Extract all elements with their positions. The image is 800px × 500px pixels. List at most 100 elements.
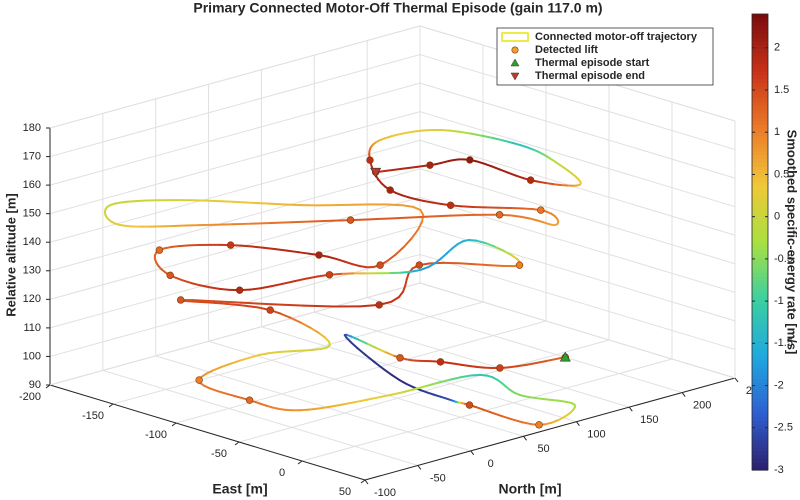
colorbar-slice [752, 36, 768, 42]
trajectory-segment [544, 181, 554, 186]
colorbar-slice [752, 162, 768, 167]
trajectory-segment [202, 384, 211, 390]
trajectory-segment [557, 415, 566, 421]
colorbar-tick-label: -1 [774, 295, 784, 307]
trajectory-segment [118, 223, 127, 227]
trajectory-segment [398, 379, 408, 385]
colorbar-slice [752, 101, 768, 106]
colorbar-slice [752, 109, 768, 114]
trajectory-segment [163, 246, 173, 250]
colorbar-tick-label: -0.5 [774, 253, 793, 265]
trajectory-segment [535, 360, 547, 364]
y-tick [417, 465, 422, 470]
colorbar-slice [752, 451, 768, 456]
trajectory-segment [364, 353, 376, 364]
trajectory-segment [220, 362, 232, 368]
colorbar-slice [752, 48, 768, 53]
trajectory-segment [397, 290, 405, 299]
colorbar-tick-label: 1 [774, 126, 780, 138]
lift-marker [526, 176, 535, 184]
grid-line [419, 54, 736, 151]
colorbar-slice [752, 458, 768, 463]
colorbar-slice [752, 443, 768, 448]
x-tick [171, 422, 177, 427]
trajectory-segment [419, 389, 429, 394]
colorbar-slice [752, 390, 768, 395]
trajectory-segment [268, 202, 287, 206]
trajectory-segment [320, 346, 329, 350]
colorbar-slice [752, 169, 768, 175]
trajectory-segment [384, 168, 394, 172]
lift-marker [446, 201, 455, 209]
colorbar-slice [752, 356, 768, 361]
trajectory-segment [399, 270, 412, 274]
grid-line [49, 139, 421, 243]
lift-marker [177, 296, 185, 304]
trajectory-segment [270, 221, 293, 225]
trajectory-segment [459, 374, 472, 379]
z-axis-label: Relative altitude [m] [3, 193, 18, 317]
trajectory-segment [353, 398, 368, 404]
colorbar-tick-label: -1.5 [774, 337, 793, 349]
axis-line [49, 384, 366, 481]
grid-line [419, 111, 736, 208]
colorbar-slice [752, 432, 768, 437]
trajectory-segment [399, 166, 410, 171]
colorbar-slice [752, 386, 768, 391]
trajectory-segment [343, 260, 354, 266]
colorbar-slice [752, 21, 768, 26]
trajectory-segment [278, 350, 292, 354]
grid-line [366, 297, 683, 394]
grid-line [208, 340, 524, 437]
z-tick-label: 100 [23, 350, 41, 362]
trajectory-segment [559, 183, 568, 187]
colorbar-frame [751, 13, 769, 471]
trajectory-segment [419, 266, 430, 272]
trajectory-segment [490, 165, 501, 171]
chart-title: Primary Connected Motor-Off Thermal Epis… [193, 0, 602, 16]
lift-marker [396, 354, 404, 362]
legend-label: Detected lift [535, 44, 598, 56]
trajectory-segment [389, 216, 412, 220]
colorbar-slice [752, 131, 768, 137]
trajectory-segment [536, 180, 547, 184]
trajectory-segment [551, 398, 562, 402]
trajectory-segment [407, 165, 418, 169]
trajectory-segment [290, 220, 313, 224]
z-tick-label: 110 [23, 322, 41, 334]
trajectory-segment [259, 285, 273, 290]
y-tick [628, 406, 633, 412]
trajectory-segment [460, 363, 470, 367]
trajectory-segment [220, 200, 239, 204]
colorbar-slice [752, 447, 768, 452]
trajectory-segment [467, 238, 478, 242]
colorbar-slice [752, 158, 768, 163]
trajectory-segment [298, 408, 311, 412]
colorbar-tick-label: -2 [774, 379, 784, 391]
end-marker [370, 167, 382, 178]
colorbar-slice [752, 253, 768, 258]
y-axis-label: North [m] [499, 481, 562, 497]
trajectory-segment [390, 133, 400, 138]
trajectory-segment [448, 376, 462, 381]
grid-line [49, 225, 421, 329]
grid-line [419, 82, 736, 179]
trajectory-segment [483, 408, 495, 415]
x-tick-label: -100 [145, 429, 167, 441]
colorbar-slice [752, 14, 768, 19]
trajectory-segment [551, 418, 560, 424]
colorbar-slice [752, 29, 768, 34]
colorbar-slice [752, 371, 768, 376]
trajectory-segment [374, 346, 386, 353]
colorbar-slice [752, 219, 768, 224]
trajectory-segment [446, 247, 454, 255]
colorbar-slice [752, 63, 768, 68]
colorbar-slice [752, 466, 768, 471]
trajectory-segment [358, 265, 368, 269]
trajectory-segment [193, 300, 211, 304]
colorbar-slice [752, 139, 768, 144]
lift-marker [537, 206, 545, 214]
legend-box [496, 27, 714, 86]
trajectory-segment [459, 205, 474, 208]
grid-line [175, 320, 547, 424]
